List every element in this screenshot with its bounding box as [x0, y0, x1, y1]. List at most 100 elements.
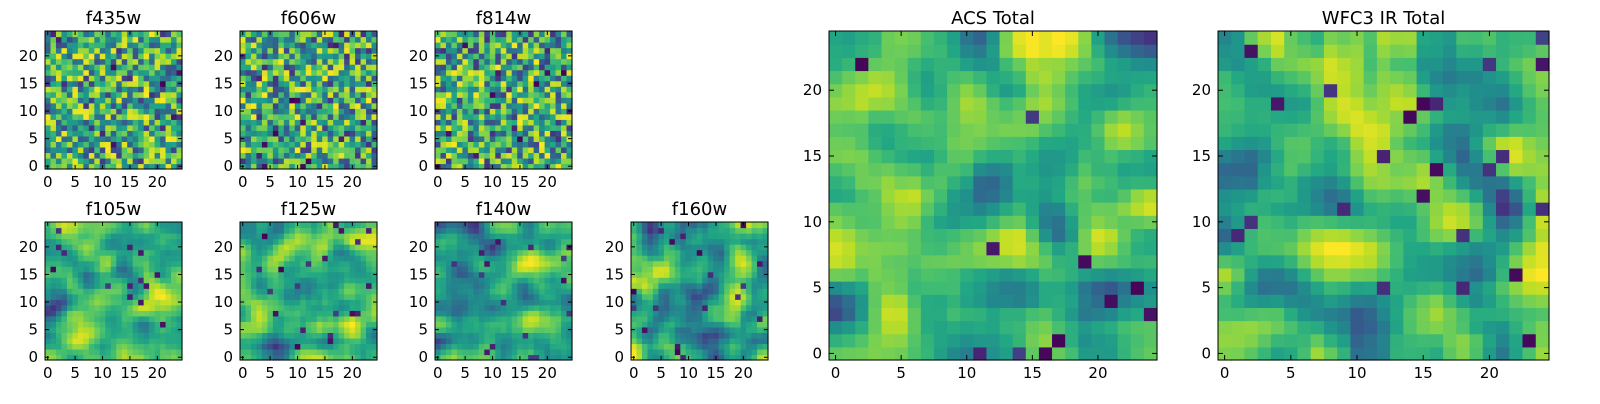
heatmap-cell: [45, 70, 51, 76]
heatmap-cell: [344, 81, 350, 87]
heatmap-cell: [462, 283, 468, 289]
heatmap-cell: [451, 125, 457, 131]
heatmap-cell: [528, 338, 534, 344]
heatmap-cell: [468, 64, 474, 70]
heatmap-cell: [245, 321, 251, 327]
heatmap-cell: [240, 288, 246, 294]
heatmap-cell: [686, 239, 692, 245]
heatmap-cell: [322, 299, 328, 305]
heatmap-cell: [306, 152, 312, 158]
heatmap-cell: [473, 250, 479, 256]
heatmap-cell: [251, 108, 257, 114]
heatmap-cell: [895, 294, 909, 308]
heatmap-cell: [479, 97, 485, 103]
heatmap-cell: [116, 119, 122, 125]
heatmap-cell: [278, 266, 284, 272]
heatmap-cell: [462, 136, 468, 142]
heatmap-cell: [484, 266, 490, 272]
heatmap-cell: [100, 59, 106, 65]
heatmap-cell: [528, 277, 534, 283]
heatmap-cell: [295, 130, 301, 136]
heatmap-cell: [664, 272, 670, 278]
heatmap-cell: [642, 277, 648, 283]
heatmap-cell: [67, 277, 73, 283]
heatmap-cell: [842, 347, 856, 361]
heatmap-cell: [921, 268, 935, 282]
heatmap-cell: [122, 64, 128, 70]
heatmap-cell: [306, 75, 312, 81]
heatmap-cell: [556, 338, 562, 344]
heatmap-cell: [960, 307, 974, 321]
heatmap-cell: [61, 349, 67, 355]
heatmap-cell: [1026, 334, 1040, 348]
heatmap-cell: [523, 228, 529, 234]
heatmap-cell: [653, 222, 659, 228]
heatmap-cell: [105, 327, 111, 333]
heatmap-cell: [322, 114, 328, 120]
heatmap-cell: [311, 37, 317, 43]
heatmap-cell: [561, 108, 567, 114]
heatmap-cell: [730, 228, 736, 234]
heatmap-cell: [251, 31, 257, 37]
heatmap-cell: [83, 283, 89, 289]
heatmap-cell: [300, 299, 306, 305]
heatmap-cell: [133, 305, 139, 311]
heatmap-cell: [72, 147, 78, 153]
heatmap-cell: [501, 114, 507, 120]
heatmap-cell: [1091, 176, 1105, 190]
heatmap-cell: [647, 321, 653, 327]
heatmap-cell: [501, 283, 507, 289]
heatmap-cell: [506, 250, 512, 256]
heatmap-cell: [556, 349, 562, 355]
heatmap-cell: [664, 288, 670, 294]
heatmap-cell: [160, 349, 166, 355]
heatmap-cell: [83, 244, 89, 250]
heatmap-cell: [675, 228, 681, 234]
heatmap-cell: [144, 125, 150, 131]
heatmap-cell: [495, 70, 501, 76]
heatmap-cell: [278, 250, 284, 256]
heatmap-cell: [289, 277, 295, 283]
panel-title: f606w: [281, 8, 336, 29]
heatmap-cell: [719, 294, 725, 300]
heatmap-cell: [697, 228, 703, 234]
heatmap-cell: [56, 75, 62, 81]
heatmap-cell: [300, 92, 306, 98]
heatmap-cell: [468, 81, 474, 87]
heatmap-cell: [435, 141, 441, 147]
heatmap-cell: [133, 75, 139, 81]
heatmap-cell: [300, 48, 306, 54]
heatmap-cell: [757, 294, 763, 300]
heatmap-cell: [881, 149, 895, 163]
heatmap-cell: [561, 119, 567, 125]
heatmap-cell: [67, 250, 73, 256]
heatmap-cell: [550, 233, 556, 239]
heatmap-cell: [479, 222, 485, 228]
heatmap-cell: [322, 147, 328, 153]
heatmap-cell: [311, 92, 317, 98]
heatmap-cell: [691, 321, 697, 327]
heatmap-cell: [262, 332, 268, 338]
heatmap-cell: [468, 233, 474, 239]
heatmap-cell: [506, 283, 512, 289]
heatmap-cell: [664, 343, 670, 349]
heatmap-cell: [344, 31, 350, 37]
heatmap-cell: [344, 321, 350, 327]
heatmap-cell: [550, 86, 556, 92]
heatmap-cell: [50, 332, 56, 338]
heatmap-cell: [56, 244, 62, 250]
heatmap-cell: [89, 272, 95, 278]
heatmap-cell: [78, 261, 84, 267]
heatmap-cell: [440, 86, 446, 92]
heatmap-cell: [295, 48, 301, 54]
heatmap-cell: [289, 316, 295, 322]
heatmap-cell: [251, 119, 257, 125]
heatmap-cell: [501, 152, 507, 158]
heatmap-cell: [702, 349, 708, 355]
heatmap-cell: [155, 75, 161, 81]
heatmap-cell: [149, 332, 155, 338]
heatmap-cell: [1013, 255, 1027, 269]
heatmap-cell: [333, 255, 339, 261]
heatmap-cell: [89, 108, 95, 114]
